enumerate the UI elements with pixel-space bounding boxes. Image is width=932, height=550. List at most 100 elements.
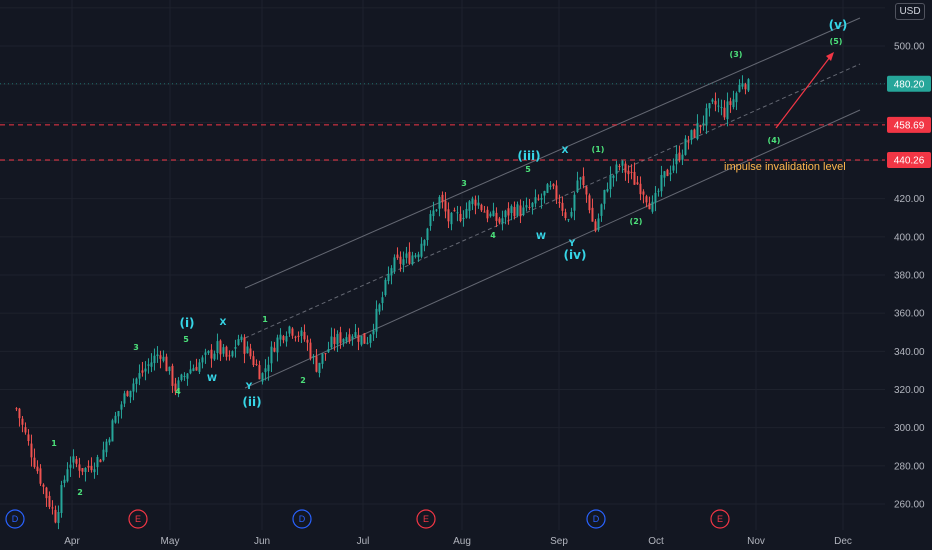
- candle-body: [273, 347, 276, 352]
- candle-body: [327, 349, 330, 353]
- wave-label: (i): [179, 316, 194, 330]
- time-axis-background: [0, 530, 885, 550]
- price-tag-box: [887, 116, 931, 133]
- candle-body: [744, 84, 747, 90]
- candle-body: [693, 129, 696, 138]
- wave-label: 5: [183, 335, 189, 344]
- month-tick-label: Dec: [834, 536, 852, 547]
- candle-body: [93, 469, 96, 473]
- price-tag-label: 440.26: [894, 156, 925, 167]
- candle-body: [207, 351, 210, 353]
- candle-body: [468, 201, 471, 211]
- arrow-shaft: [775, 56, 831, 129]
- candle-body: [471, 198, 474, 205]
- event-marker-label: E: [423, 514, 429, 524]
- price-tick-label: 300.00: [894, 423, 925, 434]
- wave-label: Y: [568, 239, 576, 249]
- event-marker[interactable]: E: [416, 509, 436, 529]
- wave-label: 2: [300, 376, 306, 385]
- candle-body: [351, 336, 354, 339]
- candle-body: [309, 342, 312, 359]
- wave-label: 1: [262, 315, 268, 324]
- event-marker[interactable]: E: [710, 509, 730, 529]
- price-tick-label: 400.00: [894, 232, 925, 243]
- candle-body: [255, 364, 258, 366]
- price-tag-box: [887, 152, 931, 169]
- candle-body: [282, 336, 285, 341]
- event-marker[interactable]: D: [292, 509, 312, 529]
- candle-body: [354, 332, 357, 338]
- candle-body: [156, 354, 159, 357]
- candle-body: [333, 337, 336, 344]
- candle-body: [618, 166, 621, 168]
- candle-body: [171, 365, 174, 386]
- candle-body: [186, 373, 189, 379]
- candle-body: [189, 369, 192, 374]
- candle-body: [24, 427, 27, 433]
- candle-body: [534, 197, 537, 204]
- candle-body: [483, 211, 486, 213]
- candle-body: [666, 169, 669, 177]
- candle-body: [264, 368, 267, 373]
- event-marker-circle: [710, 509, 730, 529]
- candle-body: [711, 99, 714, 102]
- candle-body: [279, 334, 282, 340]
- candle-body: [216, 341, 219, 353]
- candle-body: [375, 308, 378, 332]
- candle-body: [492, 210, 495, 217]
- candle-body: [573, 194, 576, 211]
- event-marker-circle: [5, 509, 25, 529]
- month-tick-label: Apr: [64, 536, 80, 547]
- event-marker[interactable]: D: [586, 509, 606, 529]
- price-tag: 480.20: [887, 75, 931, 92]
- candle-body: [153, 355, 156, 364]
- price-tags: 480.20 458.69 440.26: [887, 75, 931, 169]
- candle-body: [276, 337, 279, 353]
- candle-body: [222, 347, 225, 354]
- candle-body: [150, 362, 153, 367]
- candle-body: [210, 349, 213, 359]
- event-marker[interactable]: D: [5, 509, 25, 529]
- arrow-head: [826, 52, 834, 61]
- candle-body: [603, 189, 606, 204]
- candle-body: [504, 210, 507, 218]
- candle-body: [702, 123, 705, 126]
- candle-body: [345, 337, 348, 342]
- candle-body: [213, 353, 216, 360]
- wave-label: (1): [592, 145, 605, 154]
- candle-body: [105, 441, 108, 453]
- candle-body: [306, 339, 309, 343]
- candle-body: [387, 274, 390, 282]
- event-marker-circle: [586, 509, 606, 529]
- currency-selector[interactable]: USD: [895, 3, 925, 20]
- candle-body: [651, 201, 654, 212]
- candle-body: [159, 355, 162, 359]
- candle-body: [522, 207, 525, 215]
- candle-body: [129, 390, 132, 398]
- time-axis[interactable]: Apr May Jun Jul Aug Sep Oct Nov Dec: [0, 530, 885, 550]
- candle-body: [231, 351, 234, 357]
- candle-body: [381, 297, 384, 304]
- candle-body: [615, 164, 618, 174]
- price-tick-label: 320.00: [894, 385, 925, 396]
- channel-lower-line: [244, 109, 861, 389]
- candle-body: [612, 175, 615, 178]
- candle-body: [204, 352, 207, 355]
- candle-body: [195, 366, 198, 371]
- candle-body: [258, 365, 261, 380]
- candle-body: [66, 469, 69, 482]
- candle-body: [648, 203, 651, 210]
- candle-body: [567, 219, 570, 221]
- candle-body: [348, 334, 351, 342]
- candle-body: [678, 152, 681, 161]
- candle-body: [285, 336, 288, 342]
- event-marker[interactable]: E: [128, 509, 148, 529]
- candle-body: [36, 466, 39, 472]
- candle-body: [729, 101, 732, 105]
- candle-body: [180, 374, 183, 380]
- price-tag: 440.26: [887, 152, 931, 169]
- candle-body: [726, 101, 729, 120]
- candle-body: [132, 383, 135, 392]
- candle-body: [366, 342, 369, 344]
